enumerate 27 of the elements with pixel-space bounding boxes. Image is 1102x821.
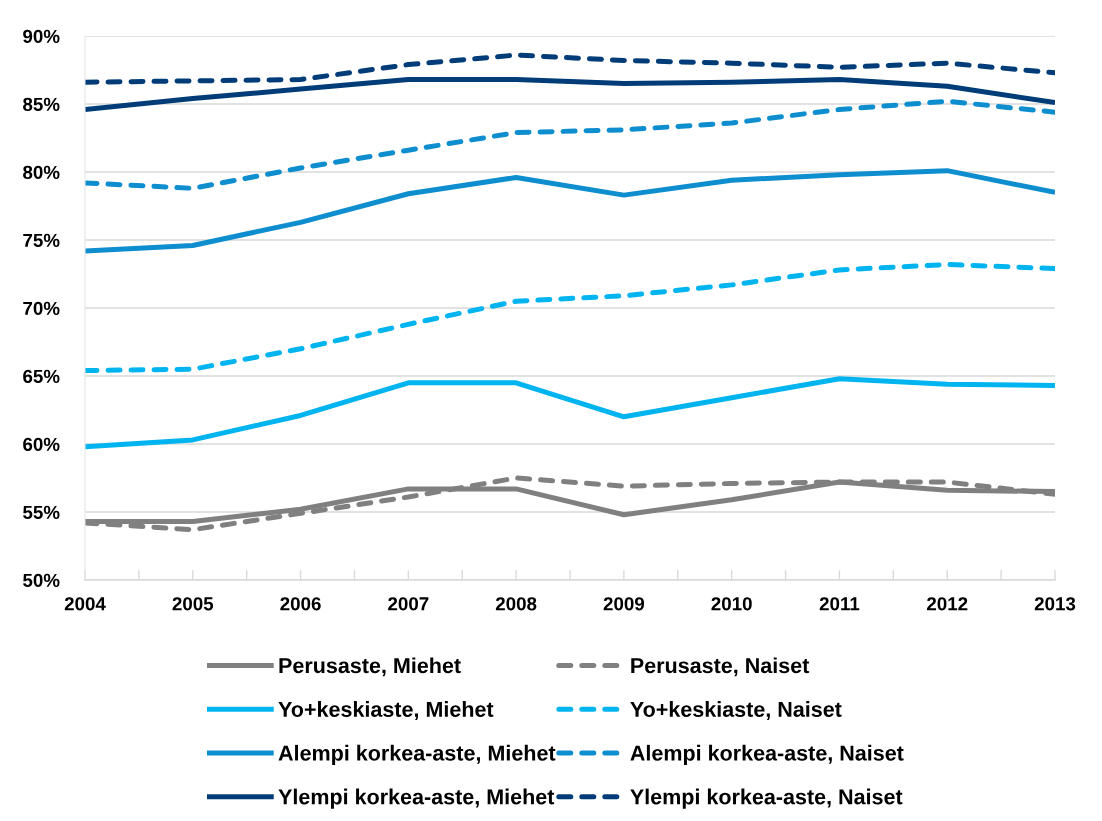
legend-label: Perusaste, Miehet <box>279 657 461 677</box>
y-tick-label: 60% <box>23 437 60 451</box>
y-tick-label: 80% <box>23 165 60 179</box>
legend-label: Alempi korkea-aste, Miehet <box>278 744 556 765</box>
x-tick-label: 2005 <box>172 597 214 611</box>
x-tick-label: 2004 <box>64 597 106 611</box>
y-tick-label: 85% <box>23 97 60 111</box>
x-tick-label: 2011 <box>819 597 860 611</box>
y-tick-label: 75% <box>23 233 60 247</box>
legend-label: Perusaste, Naiset <box>631 657 810 677</box>
y-tick-label: 50% <box>23 573 60 587</box>
x-tick-label: 2009 <box>603 597 645 611</box>
x-tick-label: 2007 <box>388 597 429 611</box>
legend-label: Ylempi korkea-aste, Miehet <box>278 788 555 809</box>
y-tick-label: 55% <box>23 505 60 519</box>
x-tick-label: 2008 <box>495 597 537 611</box>
x-tick-label: 2013 <box>1034 597 1076 611</box>
legend-label: Yo+keskiaste, Miehet <box>278 701 494 721</box>
legend-label: Yo+keskiaste, Naiset <box>630 701 842 721</box>
y-tick-label: 90% <box>23 29 60 43</box>
y-tick-label: 65% <box>23 369 60 383</box>
legend-label: Alempi korkea-aste, Naiset <box>630 744 904 765</box>
y-tick-label: 70% <box>23 301 60 315</box>
x-tick-label: 2006 <box>280 597 321 611</box>
legend-label: Ylempi korkea-aste, Naiset <box>630 788 903 809</box>
x-tick-label: 2012 <box>927 597 968 611</box>
x-tick-label: 2010 <box>711 597 752 611</box>
